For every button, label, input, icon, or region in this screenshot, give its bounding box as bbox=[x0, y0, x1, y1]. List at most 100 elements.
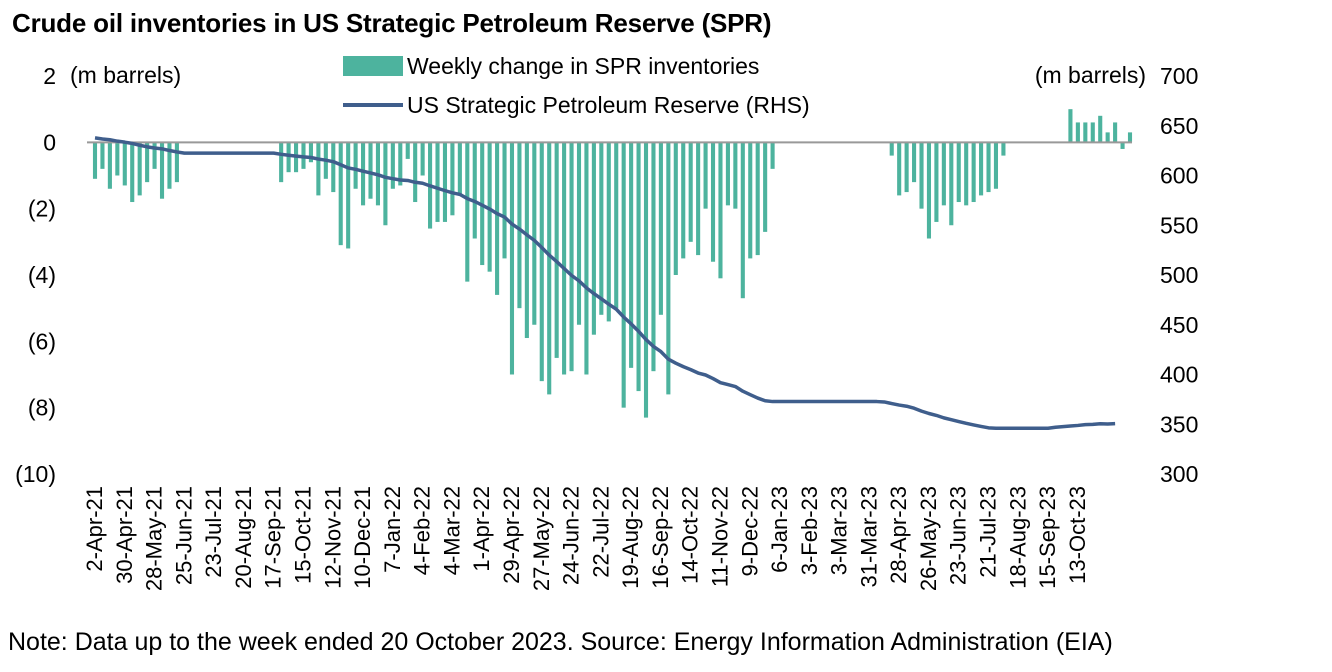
left-tick-label: (2) bbox=[28, 196, 56, 222]
bar bbox=[524, 142, 529, 339]
bar bbox=[889, 142, 894, 156]
bar bbox=[152, 142, 157, 169]
x-tick-label: 25-Jun-21 bbox=[171, 486, 196, 585]
x-tick-label: 6-Jan-23 bbox=[767, 486, 792, 573]
bar bbox=[145, 142, 150, 183]
bar bbox=[1127, 132, 1133, 143]
bar bbox=[584, 142, 589, 375]
bar bbox=[614, 142, 619, 309]
bar bbox=[591, 142, 596, 335]
bar bbox=[971, 142, 976, 203]
bar bbox=[748, 142, 753, 259]
bar bbox=[383, 142, 388, 226]
bar bbox=[174, 142, 179, 183]
bar bbox=[1120, 142, 1125, 149]
legend-bar-label: Weekly change in SPR inventories bbox=[407, 53, 759, 79]
bar bbox=[904, 142, 909, 193]
bar bbox=[718, 142, 723, 279]
bar bbox=[353, 142, 358, 189]
bar bbox=[673, 142, 678, 275]
bar bbox=[926, 142, 932, 239]
x-tick-label: 7-Jan-22 bbox=[380, 486, 405, 573]
bar bbox=[658, 142, 663, 315]
right-tick-label: 650 bbox=[1160, 113, 1198, 139]
bar bbox=[435, 142, 440, 222]
bar bbox=[457, 142, 462, 196]
bar bbox=[100, 142, 105, 169]
x-tick-label: 23-Jun-23 bbox=[946, 486, 971, 585]
bar bbox=[517, 142, 522, 309]
x-tick-label: 27-May-22 bbox=[529, 486, 554, 591]
x-tick-label: 19-Aug-22 bbox=[618, 486, 643, 589]
bar bbox=[487, 142, 492, 272]
bar bbox=[338, 142, 343, 246]
bar bbox=[1001, 142, 1006, 156]
right-tick-label: 600 bbox=[1160, 163, 1198, 189]
legend: Weekly change in SPR inventories US Stra… bbox=[343, 53, 810, 118]
bar bbox=[621, 142, 626, 408]
right-axis-ticks: 700 650 600 550 500 450 400 350 300 bbox=[1160, 63, 1198, 487]
x-tick-label: 11-Nov-22 bbox=[708, 486, 733, 587]
bar bbox=[643, 142, 649, 418]
bar bbox=[629, 142, 634, 368]
bar bbox=[532, 142, 537, 325]
left-tick-label: (6) bbox=[28, 328, 56, 354]
bar bbox=[636, 142, 641, 392]
right-tick-label: 400 bbox=[1160, 362, 1198, 388]
right-tick-label: 700 bbox=[1160, 63, 1198, 89]
bar bbox=[316, 142, 321, 196]
x-tick-label: 9-Dec-22 bbox=[737, 486, 762, 576]
left-tick-label: 2 bbox=[43, 63, 56, 89]
bar bbox=[755, 142, 760, 256]
x-tick-label: 26-May-23 bbox=[916, 486, 941, 591]
bar bbox=[346, 142, 351, 249]
bar bbox=[159, 142, 165, 199]
bar bbox=[606, 142, 611, 322]
bar bbox=[331, 142, 336, 193]
spr-line bbox=[94, 136, 1116, 430]
bar bbox=[934, 142, 939, 222]
x-tick-label: 12-Nov-21 bbox=[320, 486, 345, 589]
bar bbox=[964, 142, 969, 206]
bar bbox=[912, 142, 917, 183]
x-tick-label: 31-Mar-23 bbox=[856, 486, 881, 587]
bar bbox=[495, 142, 500, 295]
bar bbox=[562, 142, 567, 375]
bar bbox=[576, 142, 582, 325]
left-axis-ticks: 2 0 (2) (4) (6) (8) (10) bbox=[15, 63, 56, 487]
bar bbox=[710, 142, 716, 262]
bar bbox=[115, 142, 120, 176]
bar bbox=[368, 142, 373, 199]
bar bbox=[547, 142, 552, 395]
x-axis-ticks: 2-Apr-21 30-Apr-21 28-May-21 25-Jun-21 23-Ju… bbox=[82, 486, 1090, 591]
bar bbox=[681, 142, 686, 259]
legend-line-label: US Strategic Petroleum Reserve (RHS) bbox=[407, 92, 810, 118]
footnote: Note: Data up to the week ended 20 Octob… bbox=[8, 628, 1113, 656]
x-tick-label: 17-Sep-21 bbox=[261, 486, 286, 589]
x-tick-label: 30-Apr-21 bbox=[112, 486, 137, 584]
bar bbox=[137, 142, 142, 196]
bar bbox=[986, 142, 991, 193]
x-tick-label: 1-Apr-22 bbox=[469, 486, 494, 572]
x-tick-label: 15-Sep-23 bbox=[1035, 486, 1060, 589]
left-axis-unit: (m barrels) bbox=[70, 62, 181, 88]
bar bbox=[107, 142, 112, 189]
x-tick-label: 29-Apr-22 bbox=[499, 486, 524, 584]
x-tick-label: 18-Aug-23 bbox=[1005, 486, 1030, 589]
x-tick-label: 28-May-21 bbox=[142, 486, 167, 591]
x-tick-label: 24-Jun-22 bbox=[559, 486, 584, 585]
x-tick-label: 3-Feb-23 bbox=[797, 486, 822, 575]
bar bbox=[398, 142, 403, 186]
bar bbox=[725, 142, 730, 206]
bar bbox=[919, 142, 924, 209]
bar bbox=[733, 142, 738, 209]
bar bbox=[688, 142, 693, 242]
legend-bar-swatch bbox=[343, 56, 403, 76]
bar bbox=[993, 142, 999, 189]
chart-svg: Weekly change in SPR inventories US Stra… bbox=[15, 53, 1198, 591]
bar bbox=[308, 142, 313, 163]
left-tick-label: (4) bbox=[28, 262, 56, 288]
bar bbox=[502, 142, 507, 259]
x-tick-label: 3-Mar-23 bbox=[827, 486, 852, 575]
bar bbox=[286, 142, 291, 173]
